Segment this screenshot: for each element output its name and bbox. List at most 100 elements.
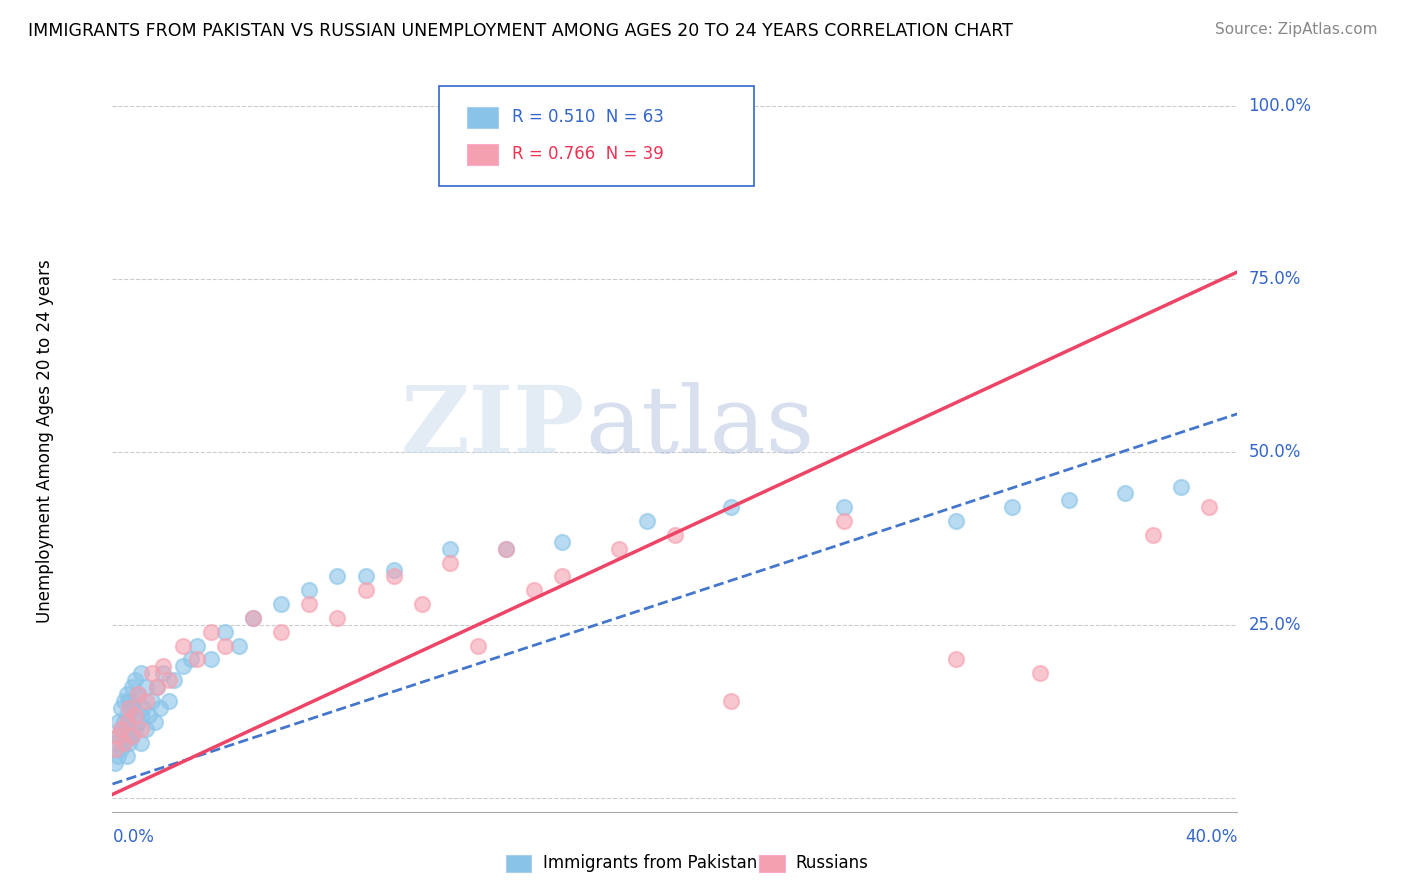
- Point: [135, 694, 157, 708]
- Point: [127, 687, 149, 701]
- Point: [945, 514, 967, 528]
- Text: Russians: Russians: [796, 855, 869, 872]
- Point: [141, 666, 163, 681]
- Point: [1029, 666, 1052, 681]
- Point: [270, 624, 292, 639]
- Text: Source: ZipAtlas.com: Source: ZipAtlas.com: [1215, 22, 1378, 37]
- Point: [523, 583, 546, 598]
- Point: [127, 687, 149, 701]
- Point: [107, 749, 129, 764]
- Point: [720, 500, 742, 515]
- Point: [121, 680, 143, 694]
- Point: [945, 652, 967, 666]
- Point: [495, 541, 517, 556]
- Point: [107, 729, 129, 743]
- Point: [832, 500, 855, 515]
- Text: 40.0%: 40.0%: [1185, 829, 1237, 847]
- Point: [636, 514, 658, 528]
- Point: [146, 680, 169, 694]
- Point: [124, 707, 146, 722]
- Point: [124, 673, 146, 688]
- Point: [467, 639, 489, 653]
- Point: [439, 556, 461, 570]
- Point: [607, 541, 630, 556]
- Point: [411, 597, 433, 611]
- Point: [141, 694, 163, 708]
- Point: [146, 680, 169, 694]
- Point: [200, 624, 222, 639]
- Point: [551, 569, 574, 583]
- Point: [118, 701, 141, 715]
- Text: 0.0%: 0.0%: [112, 829, 155, 847]
- Text: 100.0%: 100.0%: [1249, 97, 1312, 115]
- Point: [152, 666, 174, 681]
- Point: [118, 694, 141, 708]
- Point: [551, 534, 574, 549]
- Point: [112, 694, 135, 708]
- Point: [214, 639, 236, 653]
- Text: Immigrants from Pakistan: Immigrants from Pakistan: [543, 855, 756, 872]
- Point: [326, 569, 349, 583]
- Point: [664, 528, 686, 542]
- Point: [127, 714, 149, 729]
- Point: [143, 714, 166, 729]
- Point: [138, 707, 160, 722]
- FancyBboxPatch shape: [439, 87, 754, 186]
- Point: [1001, 500, 1024, 515]
- Point: [354, 569, 377, 583]
- Point: [121, 729, 143, 743]
- Point: [112, 735, 135, 749]
- Point: [832, 514, 855, 528]
- Text: 50.0%: 50.0%: [1249, 443, 1301, 461]
- Point: [104, 742, 127, 756]
- Point: [242, 611, 264, 625]
- Point: [115, 729, 138, 743]
- Point: [124, 722, 146, 736]
- Point: [439, 541, 461, 556]
- Point: [298, 583, 321, 598]
- Point: [104, 735, 127, 749]
- Point: [172, 639, 194, 653]
- Point: [115, 687, 138, 701]
- Point: [110, 722, 132, 736]
- Point: [121, 701, 143, 715]
- FancyBboxPatch shape: [467, 107, 498, 128]
- Point: [152, 659, 174, 673]
- Point: [200, 652, 222, 666]
- Point: [107, 729, 129, 743]
- Point: [1057, 493, 1080, 508]
- Point: [132, 701, 155, 715]
- Point: [115, 749, 138, 764]
- Point: [326, 611, 349, 625]
- Point: [112, 735, 135, 749]
- Text: Unemployment Among Ages 20 to 24 years: Unemployment Among Ages 20 to 24 years: [37, 260, 53, 624]
- Text: IMMIGRANTS FROM PAKISTAN VS RUSSIAN UNEMPLOYMENT AMONG AGES 20 TO 24 YEARS CORRE: IMMIGRANTS FROM PAKISTAN VS RUSSIAN UNEM…: [28, 22, 1012, 40]
- Point: [121, 729, 143, 743]
- Text: atlas: atlas: [585, 382, 814, 472]
- Text: ZIP: ZIP: [401, 382, 585, 472]
- FancyBboxPatch shape: [467, 144, 498, 165]
- Text: R = 0.510  N = 63: R = 0.510 N = 63: [512, 108, 664, 127]
- Point: [135, 680, 157, 694]
- Point: [172, 659, 194, 673]
- Point: [382, 569, 405, 583]
- Point: [186, 639, 208, 653]
- Point: [129, 707, 152, 722]
- Point: [157, 694, 180, 708]
- Point: [135, 722, 157, 736]
- Point: [298, 597, 321, 611]
- Point: [720, 694, 742, 708]
- Point: [129, 735, 152, 749]
- Point: [180, 652, 202, 666]
- Point: [129, 666, 152, 681]
- Point: [228, 639, 250, 653]
- Point: [382, 563, 405, 577]
- Point: [118, 714, 141, 729]
- Point: [1198, 500, 1220, 515]
- Point: [163, 673, 186, 688]
- Point: [186, 652, 208, 666]
- Point: [110, 742, 132, 756]
- Point: [270, 597, 292, 611]
- Text: 25.0%: 25.0%: [1249, 615, 1301, 634]
- Point: [104, 756, 127, 771]
